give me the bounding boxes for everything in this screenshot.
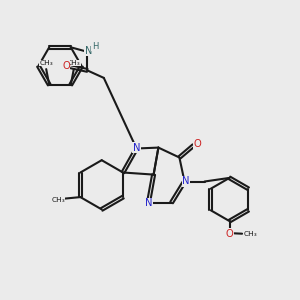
Text: N: N (133, 143, 140, 153)
Text: O: O (194, 139, 202, 149)
Text: N: N (182, 176, 190, 187)
Text: CH₃: CH₃ (39, 60, 53, 66)
Text: CH₃: CH₃ (67, 60, 81, 66)
Text: H: H (92, 42, 98, 51)
Text: O: O (62, 61, 70, 70)
Text: CH₃: CH₃ (244, 231, 257, 237)
Text: N: N (145, 198, 152, 208)
Text: N: N (85, 46, 92, 56)
Text: CH₃: CH₃ (51, 196, 65, 202)
Text: O: O (226, 229, 233, 239)
